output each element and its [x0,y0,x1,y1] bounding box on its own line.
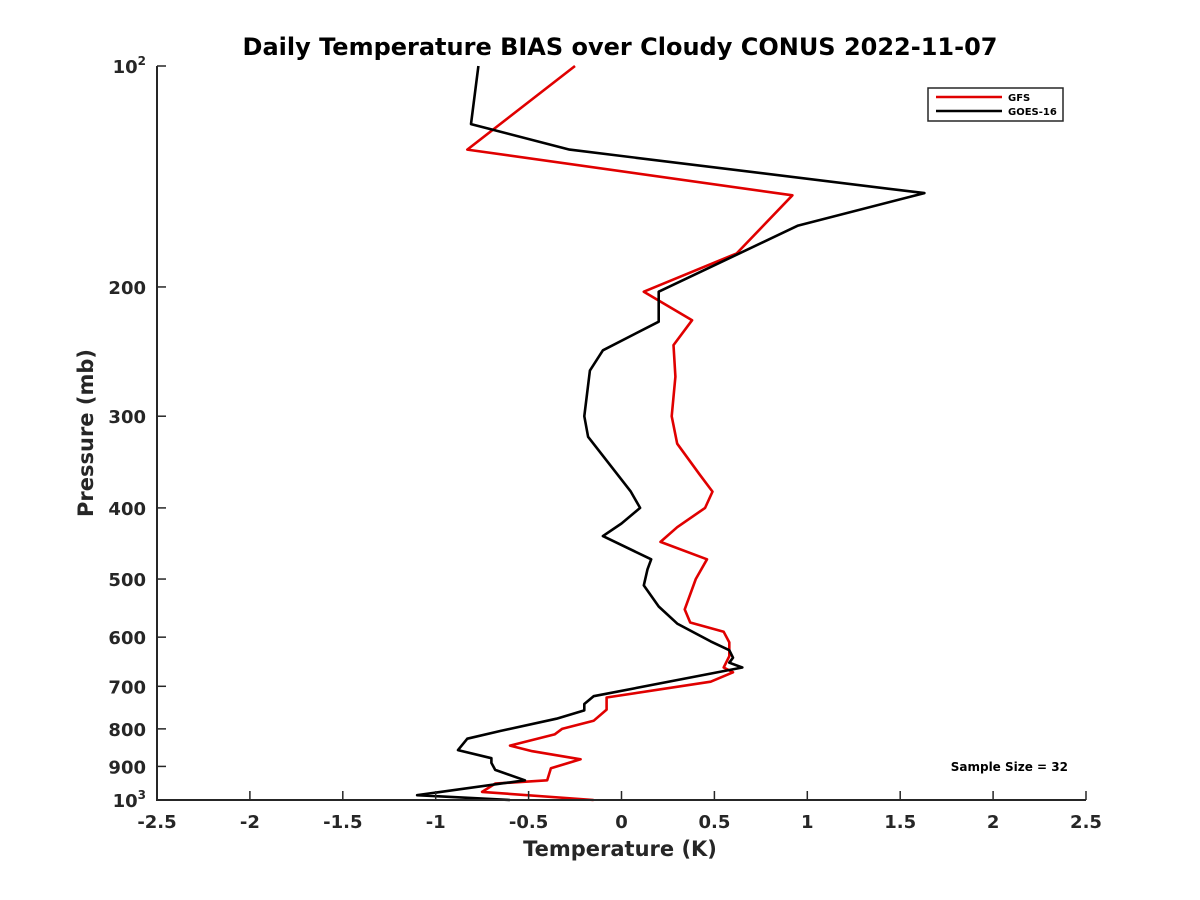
y-tick-label-base: 300 [108,407,146,428]
y-tick-label: 103 [113,788,146,812]
y-tick-label-base: 800 [108,720,146,741]
x-tick-label: 2 [987,812,1000,833]
legend-label-gfs: GFS [1008,93,1030,104]
x-tick-label: 0.5 [698,812,730,833]
plot-area: -2.5 -2 -1.5 -1 -0.5 0 0.5 1 1.5 2 2.5 10220030040… [108,54,1102,833]
y-tick-label-exponent: 3 [138,788,146,802]
y-tick-label: 500 [108,570,146,591]
y-tick-label: 200 [108,278,146,299]
x-tick-label: -2.5 [137,812,176,833]
sample-size-annotation: Sample Size = 32 [951,760,1068,774]
x-tick-label: 0 [615,812,628,833]
x-axis-label: Temperature (K) [523,837,717,861]
y-tick-label-base: 200 [108,278,146,299]
y-tick-label-base: 400 [108,499,146,520]
x-tick-label: 1.5 [884,812,916,833]
y-axis-label: Pressure (mb) [74,349,98,517]
series-group [415,64,926,802]
y-tick-label-base: 10 [113,57,138,78]
legend: GFS GOES-16 [927,87,1064,122]
y-tick-label: 300 [108,407,146,428]
y-tick-label-base: 700 [108,677,146,698]
legend-label-goes16: GOES-16 [1008,107,1057,118]
y-tick-label-base: 600 [108,628,146,649]
x-tick-label: 1 [801,812,814,833]
y-tick-label: 800 [108,720,146,741]
y-tick-label: 400 [108,499,146,520]
x-tick-label: -1 [426,812,446,833]
x-ticks: -2.5 -2 -1.5 -1 -0.5 0 0.5 1 1.5 2 2.5 [137,791,1102,833]
chart-title: Daily Temperature BIAS over Cloudy CONUS… [243,33,998,61]
x-tick-label: -0.5 [509,812,548,833]
x-tick-label: -1.5 [323,812,362,833]
y-tick-label-base: 10 [113,791,138,812]
series-line-gfs [465,64,794,802]
legend-box [927,87,1064,122]
y-tick-label-base: 900 [108,757,146,778]
y-tick-label-base: 500 [108,570,146,591]
x-tick-label: -2 [240,812,260,833]
y-tick-label: 600 [108,628,146,649]
y-tick-label-exponent: 2 [138,54,146,68]
series-line-goes16 [415,65,926,802]
y-tick-label: 102 [113,54,146,78]
y-tick-label: 900 [108,757,146,778]
x-tick-label: 2.5 [1070,812,1102,833]
y-tick-label: 700 [108,677,146,698]
